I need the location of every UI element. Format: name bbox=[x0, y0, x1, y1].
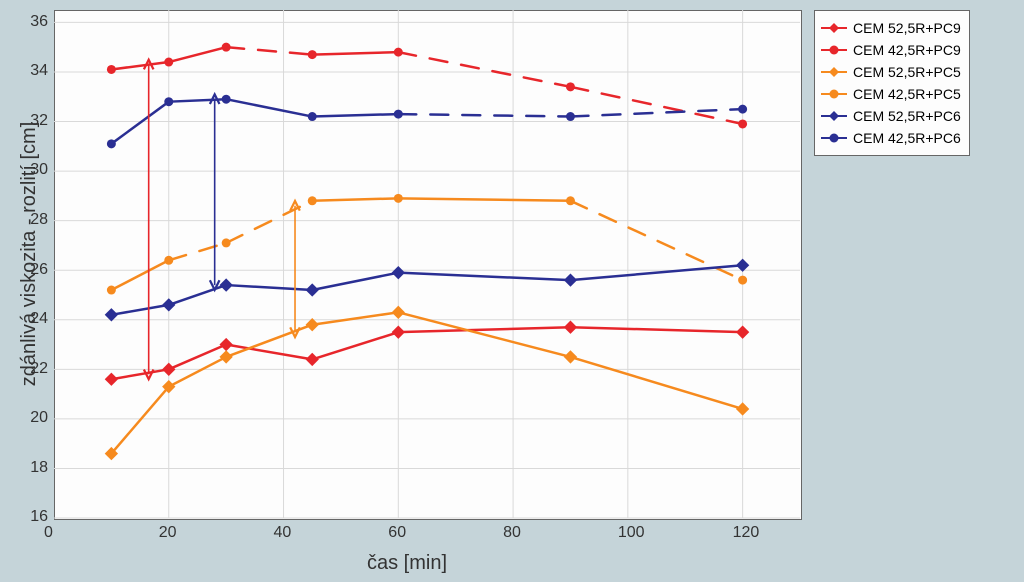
y-tick-label: 32 bbox=[30, 112, 48, 130]
legend: CEM 52,5R+PC9 CEM 42,5R+PC9 CEM 52,5R+PC5 C… bbox=[814, 10, 970, 156]
legend-swatch bbox=[821, 21, 847, 35]
y-tick-label: 34 bbox=[30, 62, 48, 80]
x-tick-label: 60 bbox=[388, 524, 406, 542]
x-tick-label: 40 bbox=[274, 524, 292, 542]
legend-label: CEM 42,5R+PC6 bbox=[853, 130, 961, 146]
y-tick-label: 26 bbox=[30, 261, 48, 279]
legend-item: CEM 52,5R+PC5 bbox=[821, 61, 961, 83]
x-tick-label: 20 bbox=[159, 524, 177, 542]
y-tick-label: 22 bbox=[30, 360, 48, 378]
legend-item: CEM 42,5R+PC9 bbox=[821, 39, 961, 61]
chart-container: { "canvas": { "width": 1024, "height": 5… bbox=[0, 0, 1024, 582]
legend-label: CEM 52,5R+PC6 bbox=[853, 108, 961, 124]
x-tick-label: 80 bbox=[503, 524, 521, 542]
legend-item: CEM 42,5R+PC6 bbox=[821, 127, 961, 149]
y-tick-label: 18 bbox=[30, 459, 48, 477]
legend-item: CEM 52,5R+PC9 bbox=[821, 17, 961, 39]
x-tick-label: 120 bbox=[733, 524, 760, 542]
legend-swatch bbox=[821, 43, 847, 57]
x-tick-label: 100 bbox=[618, 524, 645, 542]
y-tick-label: 24 bbox=[30, 310, 48, 328]
legend-swatch bbox=[821, 65, 847, 79]
legend-item: CEM 42,5R+PC5 bbox=[821, 83, 961, 105]
legend-item: CEM 52,5R+PC6 bbox=[821, 105, 961, 127]
legend-label: CEM 52,5R+PC9 bbox=[853, 20, 961, 36]
legend-label: CEM 42,5R+PC5 bbox=[853, 86, 961, 102]
legend-label: CEM 42,5R+PC9 bbox=[853, 42, 961, 58]
y-tick-label: 28 bbox=[30, 211, 48, 229]
legend-swatch bbox=[821, 87, 847, 101]
y-tick-label: 36 bbox=[30, 13, 48, 31]
y-tick-label: 30 bbox=[30, 161, 48, 179]
legend-swatch bbox=[821, 131, 847, 145]
legend-label: CEM 52,5R+PC5 bbox=[853, 64, 961, 80]
y-tick-label: 20 bbox=[30, 409, 48, 427]
legend-swatch bbox=[821, 109, 847, 123]
x-tick-label: 0 bbox=[44, 524, 53, 542]
